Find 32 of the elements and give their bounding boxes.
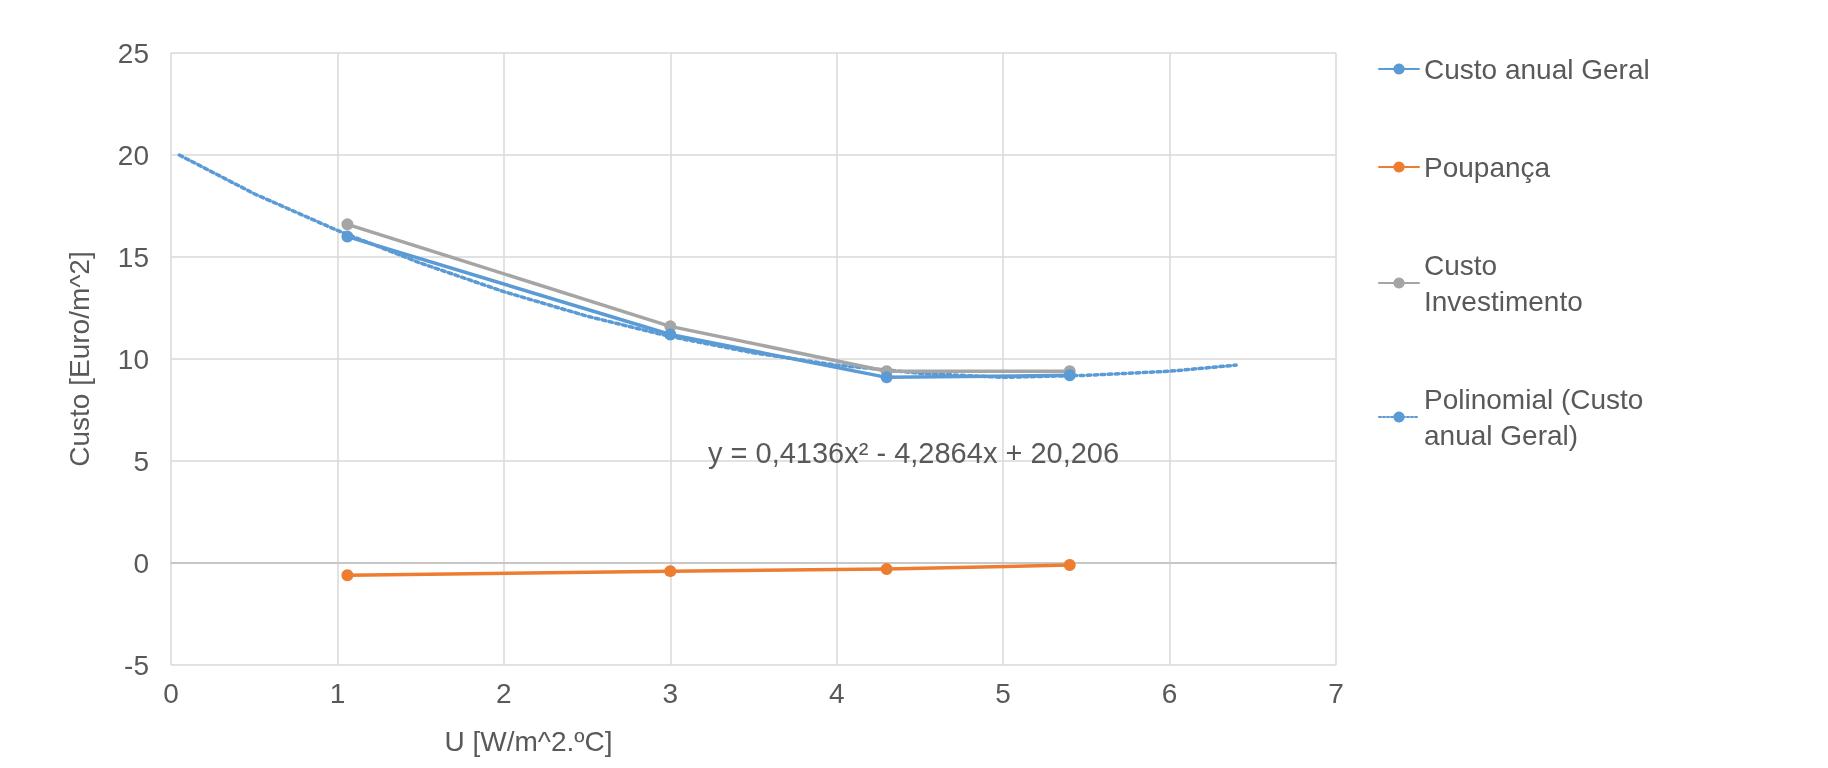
y-tick-label: 20 — [117, 139, 149, 171]
legend-label: Custo Investimento — [1424, 249, 1583, 317]
point — [341, 218, 354, 231]
y-tick-label: 10 — [117, 343, 149, 375]
legend-label: Polinomial (Custo anual Geral) — [1424, 383, 1652, 451]
annotation: y = 0,4136x² - 4,2864x + 20,206 — [708, 436, 1120, 469]
y-tick-label: 0 — [133, 547, 149, 579]
point — [1063, 559, 1076, 572]
y-tick-label: 25 — [117, 37, 149, 69]
x-tick-label: 4 — [828, 677, 845, 709]
x-tick-label: 5 — [995, 677, 1011, 709]
y-tick-label: 5 — [133, 445, 149, 477]
point — [341, 569, 354, 582]
x-tick-label: 1 — [329, 677, 346, 709]
point — [880, 371, 893, 384]
y-tick-label: 15 — [117, 241, 149, 273]
point — [664, 565, 677, 578]
x-tick-label: 3 — [662, 677, 679, 709]
x-tick-label: 7 — [1328, 677, 1344, 709]
legend-label: Poupança — [1424, 151, 1551, 183]
x-tick-label: 0 — [163, 677, 179, 709]
y-tick-label: -5 — [124, 649, 149, 681]
point — [1063, 369, 1076, 382]
legend-label: Custo anual Geral — [1424, 53, 1650, 85]
point — [341, 230, 354, 243]
line-series — [177, 153, 1238, 380]
x-tick-label: 2 — [496, 677, 512, 709]
y-axis-title: Custo [Euro/m^2] — [63, 251, 95, 467]
point — [664, 328, 677, 341]
x-axis-title: U [W/m^2.ºC] — [444, 725, 613, 757]
point — [880, 563, 893, 576]
x-tick-label: 6 — [1161, 677, 1178, 709]
